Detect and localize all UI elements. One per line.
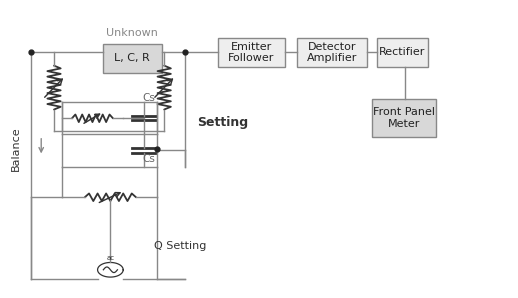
Text: Setting: Setting (197, 116, 249, 129)
FancyBboxPatch shape (372, 99, 436, 137)
Text: ac: ac (106, 255, 114, 261)
FancyBboxPatch shape (297, 38, 367, 67)
Text: Emitter
Follower: Emitter Follower (228, 42, 275, 63)
Text: Rectifier: Rectifier (379, 47, 426, 58)
FancyBboxPatch shape (218, 38, 284, 67)
Text: L, C, R: L, C, R (114, 53, 150, 63)
Text: Balance: Balance (10, 127, 21, 171)
Text: Cs: Cs (142, 154, 155, 164)
Text: Detector
Amplifier: Detector Amplifier (307, 42, 357, 63)
Text: Q Setting: Q Setting (154, 240, 206, 251)
FancyBboxPatch shape (103, 44, 162, 73)
Text: Unknown: Unknown (106, 29, 158, 38)
FancyBboxPatch shape (377, 38, 428, 67)
Text: Front Panel
Meter: Front Panel Meter (373, 108, 435, 129)
Text: Cs: Cs (142, 93, 155, 103)
